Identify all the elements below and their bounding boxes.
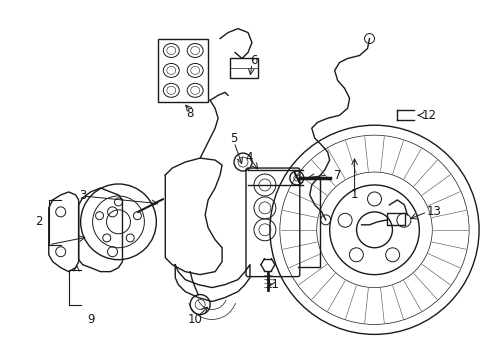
Bar	[229, 58, 258, 78]
Bar	[386, 213, 405, 225]
Text: 8: 8	[186, 107, 194, 120]
Text: 4: 4	[244, 150, 252, 163]
Text: 1: 1	[350, 188, 358, 202]
Text: 11: 11	[264, 278, 279, 291]
Text: 2: 2	[35, 215, 42, 228]
Bar	[158, 39, 208, 102]
Text: 3: 3	[79, 189, 86, 202]
Text: 10: 10	[187, 313, 202, 326]
Text: 7: 7	[333, 168, 341, 181]
Text: 13: 13	[426, 205, 441, 219]
Text: 9: 9	[87, 313, 94, 326]
Text: 5: 5	[230, 132, 237, 145]
Text: 12: 12	[421, 109, 436, 122]
Text: 6: 6	[250, 54, 257, 67]
